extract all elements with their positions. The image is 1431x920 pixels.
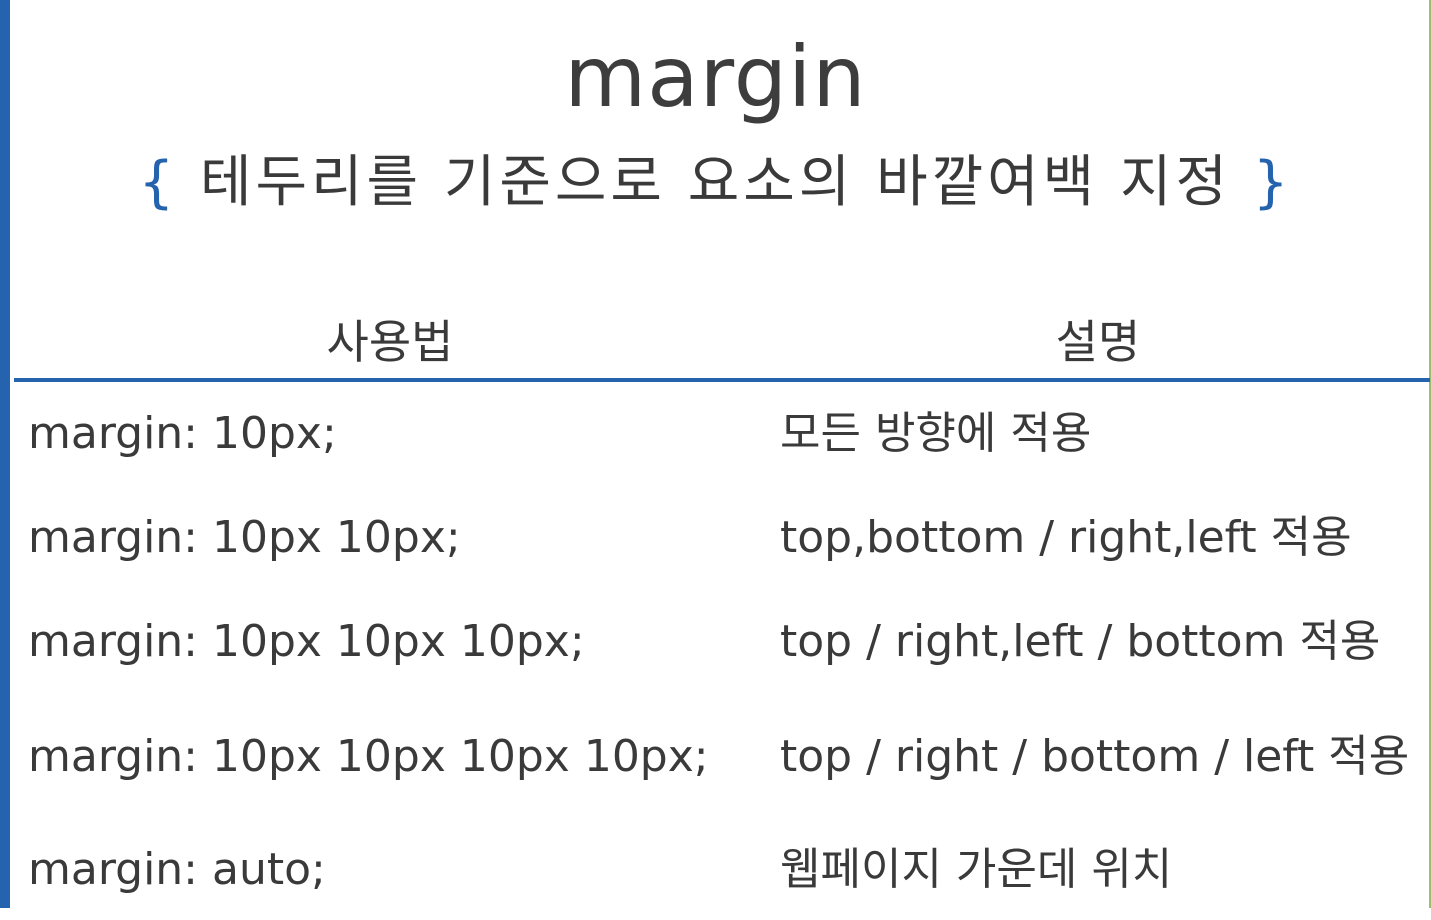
usage-cell: margin: 10px 10px 10px 10px; xyxy=(28,731,709,782)
page-subtitle: { 테두리를 기준으로 요소의 바깥여백 지정 } xyxy=(0,148,1431,218)
subtitle-text: 테두리를 기준으로 요소의 바깥여백 지정 xyxy=(199,150,1232,215)
table-row: margin: 10px 10px; top,bottom / right,le… xyxy=(14,486,1430,590)
usage-cell: margin: auto; xyxy=(28,844,326,895)
description-cell: 모든 방향에 적용 xyxy=(780,408,1092,459)
open-brace: { xyxy=(138,150,179,215)
table-header-row: 사용법 설명 xyxy=(14,300,1430,382)
close-brace: } xyxy=(1252,150,1293,215)
header-usage: 사용법 xyxy=(14,300,766,382)
table-row: margin: 10px 10px 10px 10px; top / right… xyxy=(14,694,1430,820)
description-cell: top,bottom / right,left 적용 xyxy=(780,512,1352,563)
page-title: margin xyxy=(564,28,867,126)
description-cell: top / right / bottom / left 적용 xyxy=(780,731,1410,782)
header-description: 설명 xyxy=(766,300,1430,382)
left-accent-bar xyxy=(0,0,10,908)
usage-cell: margin: 10px 10px; xyxy=(28,512,461,563)
description-cell: 웹페이지 가운데 위치 xyxy=(780,844,1173,895)
margin-usage-table: 사용법 설명 margin: 10px; 모든 방향에 적용 margin: 1… xyxy=(14,300,1430,920)
description-cell: top / right,left / bottom 적용 xyxy=(780,616,1381,667)
table-row: margin: 10px; 모든 방향에 적용 xyxy=(14,380,1430,486)
right-edge-line xyxy=(1429,0,1431,908)
table-row: margin: auto; 웹페이지 가운데 위치 xyxy=(14,820,1430,920)
usage-cell: margin: 10px 10px 10px; xyxy=(28,616,585,667)
table-row: margin: 10px 10px 10px; top / right,left… xyxy=(14,590,1430,694)
usage-cell: margin: 10px; xyxy=(28,408,337,459)
